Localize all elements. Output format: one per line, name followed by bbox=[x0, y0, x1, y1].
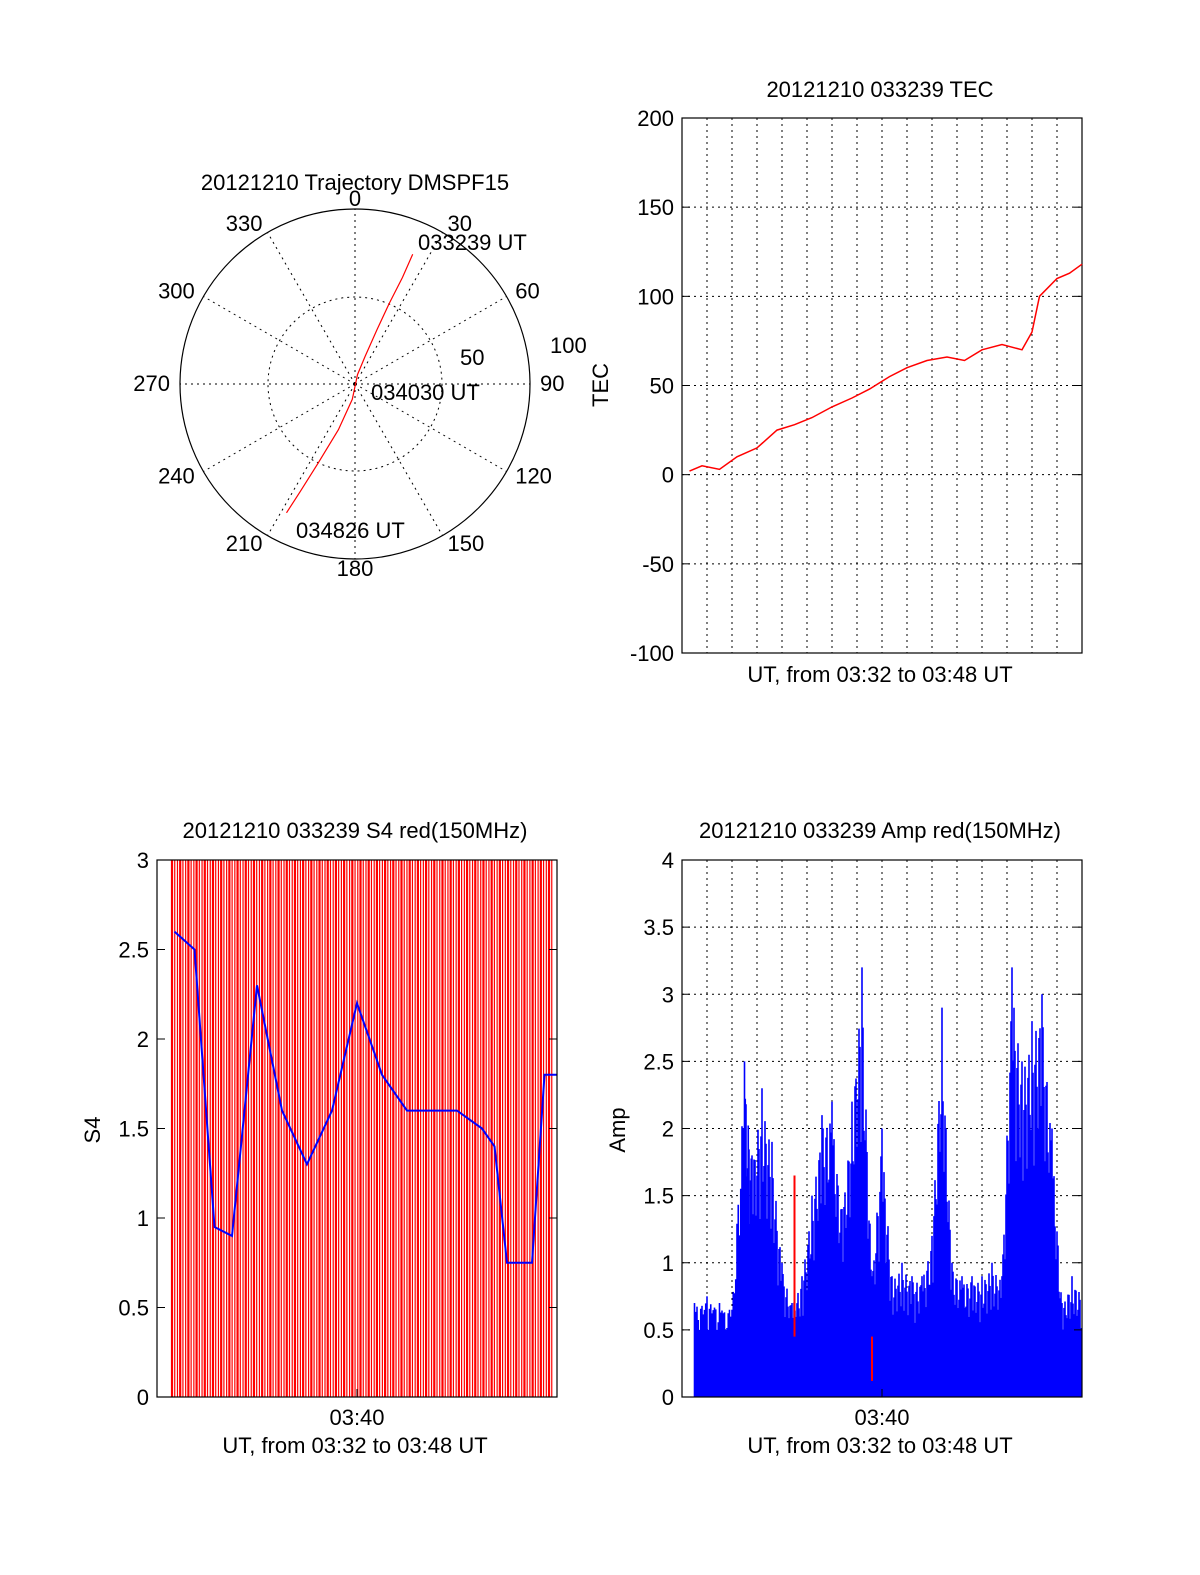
y-tick-label: 200 bbox=[637, 106, 674, 131]
y-tick-label: 1 bbox=[137, 1206, 149, 1231]
polar-azimuth-label: 240 bbox=[158, 464, 195, 489]
y-tick-label: 0 bbox=[137, 1385, 149, 1410]
y-tick-label: 0.5 bbox=[118, 1296, 149, 1321]
tec-title: 20121210 033239 TEC bbox=[766, 77, 993, 102]
annotation-middle: 034030 UT bbox=[371, 380, 480, 405]
y-tick-label: 150 bbox=[637, 195, 674, 220]
y-tick-label: 0 bbox=[662, 463, 674, 488]
polar-azimuth-labels: 0 30 60 90 120 150 180 210 240 270 300 330 bbox=[133, 186, 564, 581]
y-tick-label: -50 bbox=[642, 552, 674, 577]
y-tick-label: 3 bbox=[137, 848, 149, 873]
polar-radius-label-100: 100 bbox=[550, 333, 587, 358]
polar-azimuth-label: 90 bbox=[540, 371, 564, 396]
tec-yticks: 200 150 100 50 0 -50 -100 bbox=[630, 106, 1082, 666]
amp-title: 20121210 033239 Amp red(150MHz) bbox=[699, 818, 1061, 843]
amp-blue-baseline bbox=[694, 1329, 1082, 1397]
tec-xlabel: UT, from 03:32 to 03:48 UT bbox=[747, 662, 1012, 687]
s4-chart: 20121210 033239 S4 red(150MHz) 3 2.5 2 1.5 1… bbox=[80, 818, 558, 1458]
y-tick-label: 1 bbox=[662, 1251, 674, 1276]
tec-series-line bbox=[689, 263, 1083, 472]
annotation-start: 033239 UT bbox=[418, 230, 527, 255]
amp-chart: 20121210 033239 Amp red(150MHz) 4 3.5 3 2.5… bbox=[605, 818, 1083, 1458]
polar-azimuth-label: 0 bbox=[349, 186, 361, 211]
y-tick-label: 3 bbox=[662, 982, 674, 1007]
s4-red-bars bbox=[170, 860, 553, 1397]
polar-spoke bbox=[354, 232, 443, 385]
polar-spoke bbox=[267, 383, 356, 536]
y-tick-label: 2.5 bbox=[643, 1049, 674, 1074]
s4-xlabel: UT, from 03:32 to 03:48 UT bbox=[222, 1433, 487, 1458]
tec-grid bbox=[682, 118, 1082, 653]
polar-spoke bbox=[354, 383, 443, 536]
s4-xtick-label: 03:40 bbox=[329, 1405, 384, 1430]
polar-spoke bbox=[203, 383, 356, 472]
polar-azimuth-label: 210 bbox=[226, 531, 263, 556]
amp-yticks: 4 3.5 3 2.5 2 1.5 1 0.5 0 bbox=[643, 848, 1082, 1410]
trajectory-line bbox=[285, 254, 414, 514]
y-tick-label: 2.5 bbox=[118, 938, 149, 963]
polar-spoke bbox=[354, 383, 507, 472]
y-tick-label: 1.5 bbox=[118, 1117, 149, 1142]
polar-azimuth-label: 270 bbox=[133, 371, 170, 396]
tec-chart: 20121210 033239 TEC 200150100500-50-100 … bbox=[588, 77, 1083, 687]
tec-ylabel: TEC bbox=[588, 363, 613, 407]
y-tick-label: 100 bbox=[637, 284, 674, 309]
y-tick-label: 1.5 bbox=[643, 1184, 674, 1209]
polar-azimuth-label: 330 bbox=[226, 211, 263, 236]
polar-spoke bbox=[203, 296, 356, 385]
amp-blue-bars bbox=[693, 967, 1082, 1397]
polar-title: 20121210 Trajectory DMSPF15 bbox=[201, 170, 509, 195]
s4-yticks: 3 2.5 2 1.5 1 0.5 0 bbox=[118, 848, 557, 1410]
y-tick-label: 50 bbox=[650, 374, 674, 399]
polar-spoke bbox=[354, 296, 507, 385]
polar-spoke bbox=[267, 232, 356, 385]
polar-azimuth-label: 180 bbox=[337, 556, 374, 581]
y-tick-label: -100 bbox=[630, 641, 674, 666]
polar-azimuth-label: 30 bbox=[448, 211, 472, 236]
amp-xtick-label: 03:40 bbox=[854, 1405, 909, 1430]
polar-azimuth-label: 300 bbox=[158, 279, 195, 304]
y-tick-label: 2 bbox=[662, 1117, 674, 1142]
polar-radius-label-50: 50 bbox=[460, 345, 484, 370]
amp-ylabel: Amp bbox=[605, 1107, 630, 1152]
annotation-end: 034826 UT bbox=[296, 518, 405, 543]
amp-red-marks bbox=[793, 1175, 873, 1381]
polar-spokes bbox=[180, 209, 530, 559]
polar-azimuth-label: 120 bbox=[515, 464, 552, 489]
amp-xlabel: UT, from 03:32 to 03:48 UT bbox=[747, 1433, 1012, 1458]
y-tick-label: 4 bbox=[662, 848, 674, 873]
y-tick-label: 3.5 bbox=[643, 915, 674, 940]
s4-ylabel: S4 bbox=[80, 1117, 105, 1144]
y-tick-label: 0.5 bbox=[643, 1318, 674, 1343]
polar-azimuth-label: 150 bbox=[448, 531, 485, 556]
polar-chart: 20121210 Trajectory DMSPF15 0 30 60 90 120 15… bbox=[133, 170, 586, 581]
s4-title: 20121210 033239 S4 red(150MHz) bbox=[183, 818, 528, 843]
polar-azimuth-label: 60 bbox=[515, 279, 539, 304]
y-tick-label: 0 bbox=[662, 1385, 674, 1410]
y-tick-label: 2 bbox=[137, 1027, 149, 1052]
s4-blue-series-line bbox=[173, 930, 557, 1264]
polar-inner-ring bbox=[267, 296, 443, 472]
